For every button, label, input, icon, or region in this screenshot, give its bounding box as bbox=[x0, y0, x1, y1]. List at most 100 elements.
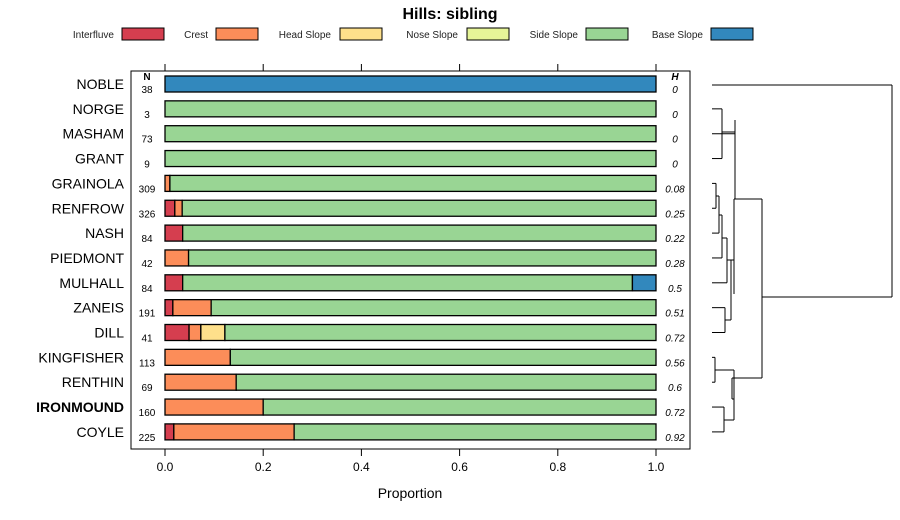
h-value-grant: 0 bbox=[672, 160, 678, 171]
n-value-mulhall: 84 bbox=[141, 284, 153, 295]
row-label-renthin: RENTHIN bbox=[62, 374, 124, 390]
h-value-zaneis: 0.51 bbox=[665, 309, 684, 320]
bar-segment-grainola-crest bbox=[164, 174, 171, 193]
row-label-norge: NORGE bbox=[73, 101, 124, 117]
bar-segment-piedmont-side-slope bbox=[187, 249, 657, 267]
bar-segment-dill-head-slope bbox=[200, 323, 226, 342]
legend-swatch-head-slope bbox=[339, 27, 383, 41]
x-tick-label-4: 0.8 bbox=[549, 460, 566, 474]
n-value-norge: 3 bbox=[144, 110, 150, 121]
bar-segment-zaneis-side-slope bbox=[210, 298, 657, 317]
n-value-renfrow: 326 bbox=[139, 209, 156, 220]
bar-segment-coyle-crest bbox=[173, 423, 295, 441]
n-value-noble: 38 bbox=[141, 85, 153, 96]
h-value-grainola: 0.08 bbox=[665, 184, 685, 195]
bar-segment-coyle-side-slope bbox=[293, 423, 657, 441]
legend-label-side-slope: Side Slope bbox=[530, 30, 579, 41]
dendrogram bbox=[712, 84, 893, 433]
n-value-ironmound: 160 bbox=[139, 408, 156, 419]
bar-segment-masham-side-slope bbox=[164, 125, 657, 143]
n-value-nash: 84 bbox=[141, 234, 153, 245]
bar-segment-renfrow-interfluve bbox=[164, 199, 176, 217]
legend-swatch-nose-slope bbox=[466, 27, 510, 41]
n-value-dill: 41 bbox=[141, 334, 153, 345]
row-label-coyle: COYLE bbox=[77, 424, 124, 440]
n-value-grainola: 309 bbox=[139, 184, 156, 195]
row-label-dill: DILL bbox=[94, 325, 124, 341]
bar-segment-piedmont-crest bbox=[164, 249, 190, 267]
x-axis-label: Proportion bbox=[378, 485, 443, 501]
bar-segment-dill-interfluve bbox=[164, 323, 190, 342]
x-tick-label-2: 0.4 bbox=[353, 460, 370, 474]
bar-segment-grant-side-slope bbox=[164, 149, 657, 168]
bar-segment-noble-base-slope bbox=[164, 75, 657, 93]
h-value-kingfisher: 0.56 bbox=[665, 358, 685, 369]
h-value-noble: 0 bbox=[672, 85, 678, 96]
bar-segment-nash-side-slope bbox=[182, 224, 657, 242]
n-value-coyle: 225 bbox=[139, 433, 156, 444]
row-label-grant: GRANT bbox=[75, 151, 124, 167]
bar-segment-ironmound-side-slope bbox=[262, 398, 657, 416]
row-label-piedmont: PIEDMONT bbox=[50, 250, 124, 266]
bar-segment-dill-side-slope bbox=[224, 323, 657, 342]
bar-segment-mulhall-side-slope bbox=[182, 274, 634, 292]
bar-segment-renthin-crest bbox=[164, 373, 237, 391]
x-tick-label-5: 1.0 bbox=[648, 460, 665, 474]
n-value-piedmont: 42 bbox=[141, 259, 153, 270]
legend-swatch-crest bbox=[215, 27, 259, 41]
plot-panel: N H NOBLE 38 0 NORGE 3 0 MASHAM 73 0 GRANT 9 0 GRAINOL… bbox=[36, 70, 691, 450]
row-label-ironmound: IRONMOUND bbox=[36, 399, 124, 415]
h-value-piedmont: 0.28 bbox=[665, 259, 685, 270]
bar-segment-dill-crest bbox=[188, 323, 202, 342]
n-column-header: N bbox=[143, 72, 150, 83]
bar-segment-mulhall-interfluve bbox=[164, 274, 184, 292]
legend-label-base-slope: Base Slope bbox=[652, 30, 704, 41]
legend-label-head-slope: Head Slope bbox=[279, 30, 332, 41]
n-value-renthin: 69 bbox=[141, 383, 153, 394]
h-column-header: H bbox=[671, 72, 679, 83]
legend-label-crest: Crest bbox=[184, 30, 208, 41]
h-value-masham: 0 bbox=[672, 135, 678, 146]
h-value-renfrow: 0.25 bbox=[665, 209, 685, 220]
n-value-masham: 73 bbox=[141, 135, 153, 146]
bar-segment-norge-side-slope bbox=[164, 100, 657, 118]
n-value-kingfisher: 113 bbox=[139, 358, 155, 369]
bar-segment-kingfisher-crest bbox=[164, 348, 231, 367]
row-label-masham: MASHAM bbox=[63, 126, 124, 142]
row-label-renfrow: RENFROW bbox=[52, 200, 125, 216]
bar-segment-mulhall-base-slope bbox=[631, 274, 657, 292]
row-label-nash: NASH bbox=[85, 225, 124, 241]
row-label-grainola: GRAINOLA bbox=[52, 175, 125, 191]
x-tick-label-3: 0.6 bbox=[451, 460, 468, 474]
bar-segment-kingfisher-side-slope bbox=[229, 348, 657, 367]
bar-segment-zaneis-crest bbox=[172, 298, 212, 317]
bar-segment-coyle-interfluve bbox=[164, 423, 175, 441]
panel-frame bbox=[130, 70, 691, 450]
legend-swatch-side-slope bbox=[585, 27, 629, 41]
legend-label-nose-slope: Nose Slope bbox=[406, 30, 458, 41]
h-value-nash: 0.22 bbox=[665, 234, 685, 245]
h-value-renthin: 0.6 bbox=[668, 383, 682, 394]
legend: Interfluve Crest Head Slope Nose Slope Side … bbox=[73, 27, 754, 41]
bar-segment-renfrow-side-slope bbox=[181, 199, 657, 217]
bar-segment-grainola-side-slope bbox=[169, 174, 657, 193]
row-label-zaneis: ZANEIS bbox=[73, 300, 124, 316]
bar-segment-renthin-side-slope bbox=[235, 373, 657, 391]
x-tick-label-0: 0.0 bbox=[157, 460, 174, 474]
h-value-ironmound: 0.72 bbox=[665, 408, 685, 419]
legend-label-interfluve: Interfluve bbox=[73, 30, 115, 41]
n-value-zaneis: 191 bbox=[139, 309, 156, 320]
x-axis: 0.0 0.2 0.4 0.6 0.8 1.0 bbox=[157, 64, 665, 474]
h-value-mulhall: 0.5 bbox=[668, 284, 682, 295]
h-value-coyle: 0.92 bbox=[665, 433, 685, 444]
row-label-mulhall: MULHALL bbox=[59, 275, 124, 291]
chart-title: Hills: sibling bbox=[402, 6, 497, 23]
legend-swatch-base-slope bbox=[710, 27, 754, 41]
bar-segment-nash-interfluve bbox=[164, 224, 184, 242]
n-value-grant: 9 bbox=[144, 160, 150, 171]
bar-segment-ironmound-crest bbox=[164, 398, 264, 416]
row-label-noble: NOBLE bbox=[77, 76, 124, 92]
h-value-norge: 0 bbox=[672, 110, 678, 121]
x-tick-label-1: 0.2 bbox=[255, 460, 272, 474]
